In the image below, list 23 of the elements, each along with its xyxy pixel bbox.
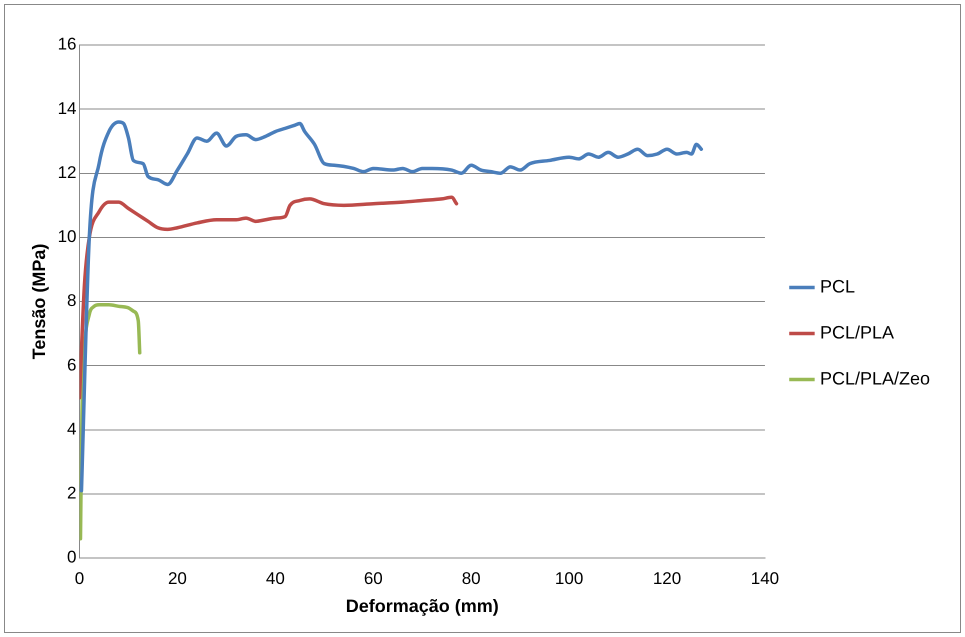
y-tick-label: 4: [67, 419, 77, 438]
x-tick-label: 60: [364, 568, 383, 588]
legend-label: PCL/PLA: [820, 322, 894, 342]
legend-label: PCL: [820, 276, 855, 296]
x-tick-label: 40: [266, 568, 285, 588]
y-tick-label: 0: [67, 548, 77, 567]
x-tick-label: 120: [652, 568, 682, 588]
x-axis-title: Deformação (mm): [346, 596, 499, 616]
y-tick-label: 6: [67, 355, 77, 374]
x-tick-label: 80: [462, 568, 481, 588]
y-tick-label: 2: [67, 484, 77, 503]
line-series: [80, 120, 704, 492]
y-axis-title: Tensão (MPa): [28, 244, 49, 360]
x-tick-label: 20: [168, 568, 187, 588]
y-tick-label: 14: [58, 98, 77, 118]
y-tick-label: 8: [67, 291, 77, 310]
y-tick-label: 10: [58, 227, 77, 246]
x-tick-label: 140: [750, 568, 780, 588]
legend-label: PCL/PLA/Zeo: [820, 368, 930, 388]
x-tick-label: 100: [554, 568, 584, 588]
y-tick-label: 16: [58, 34, 77, 54]
line-series: [80, 196, 458, 400]
y-tick-label: 12: [58, 162, 77, 182]
